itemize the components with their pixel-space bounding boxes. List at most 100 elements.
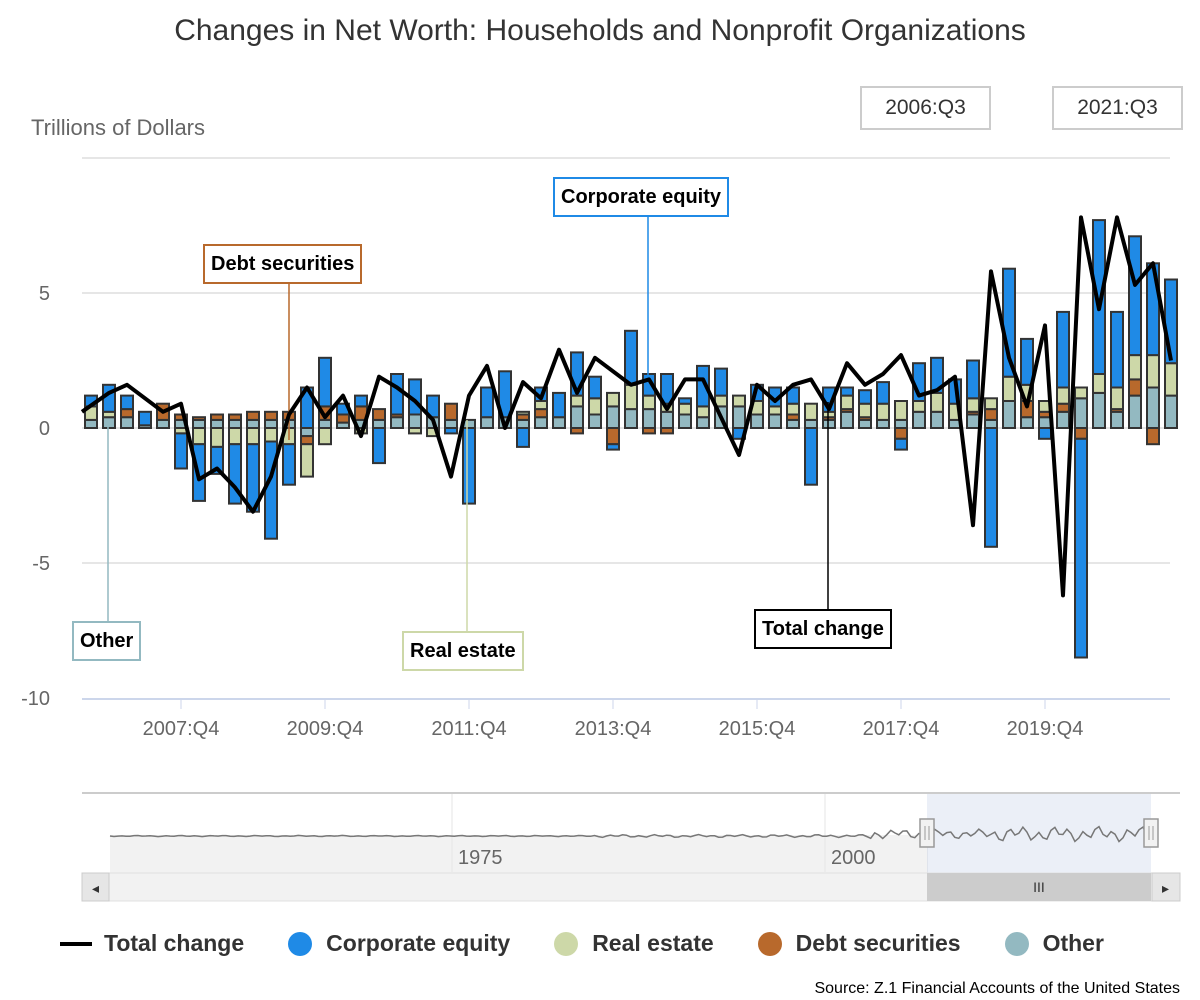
bar-segment-real-estate <box>516 410 530 416</box>
bar-segment-real-estate <box>786 402 800 416</box>
bar-segment-debt-securities <box>534 408 548 419</box>
annotation-real-estate: Real estate <box>402 631 524 671</box>
bar-stack <box>552 391 566 430</box>
bar-segment-other <box>390 416 404 430</box>
bar-segment-debt-securities <box>264 410 278 421</box>
bar-segment-other <box>966 413 980 429</box>
bar-segment-corporate-equity <box>354 394 368 408</box>
bar-segment-corporate-equity <box>786 386 800 405</box>
circle-swatch-icon <box>554 931 579 956</box>
navigator-scrollbar-thumb[interactable] <box>927 873 1151 901</box>
navigator-right-handle[interactable] <box>1143 818 1159 848</box>
bar-segment-debt-securities <box>1074 427 1088 440</box>
bar-segment-real-estate <box>1128 354 1142 381</box>
bar-segment-other <box>1020 416 1034 430</box>
bar-segment-other <box>1128 394 1142 430</box>
bar-segment-other <box>912 410 926 429</box>
bar-stack <box>138 410 152 429</box>
bar-segment-other <box>732 405 746 429</box>
bar-segment-real-estate <box>642 394 656 411</box>
bar-segment-other <box>876 418 890 429</box>
bar-segment-other <box>696 416 710 430</box>
bar-segment-debt-securities <box>894 427 908 440</box>
chevron-right-icon: ▸ <box>1162 880 1169 896</box>
bar-segment-corporate-equity <box>120 394 134 411</box>
legend-item-corporate-equity[interactable]: Corporate equity <box>288 930 510 957</box>
x-tick-label: 2019:Q4 <box>1007 718 1084 740</box>
bar-segment-corporate-equity <box>1074 437 1088 659</box>
bar-segment-real-estate <box>678 402 692 416</box>
bar-segment-corporate-equity <box>372 427 386 465</box>
legend-item-total-change[interactable]: Total change <box>60 930 244 957</box>
bar-stack <box>336 402 350 430</box>
bar-segment-other <box>678 413 692 429</box>
bar-segment-corporate-equity <box>1110 310 1124 389</box>
bar-segment-real-estate <box>624 383 638 411</box>
bar-segment-corporate-equity <box>1056 310 1070 389</box>
bar-segment-other <box>318 418 332 429</box>
bar-segment-real-estate <box>192 427 206 446</box>
bar-segment-real-estate <box>588 397 602 416</box>
bar-segment-real-estate <box>696 405 710 419</box>
scroll-right-button[interactable] <box>1151 872 1181 902</box>
bar-segment-corporate-equity <box>678 397 692 405</box>
y-axis-ticks: -10 -5 0 5 <box>21 283 50 710</box>
bar-stack <box>210 413 224 475</box>
navigator-left-handle[interactable] <box>919 818 935 848</box>
bar-stack <box>1128 235 1142 430</box>
bar-segment-other <box>192 418 206 429</box>
range-to-input[interactable]: 2021:Q3 <box>1052 86 1183 130</box>
annotation-total-change: Total change <box>754 609 892 649</box>
bar-segment-other <box>930 410 944 429</box>
range-from-input[interactable]: 2006:Q3 <box>860 86 991 130</box>
bar-stack <box>876 381 890 429</box>
legend-item-debt-securities[interactable]: Debt securities <box>757 930 961 957</box>
bar-segment-debt-securities <box>1128 378 1142 397</box>
bar-segment-other <box>1092 391 1106 429</box>
bar-segment-corporate-equity <box>390 373 404 416</box>
bar-segment-real-estate <box>1110 386 1124 411</box>
bar-segment-corporate-equity <box>930 356 944 394</box>
bar-segment-real-estate <box>300 443 314 478</box>
legend-label: Debt securities <box>795 930 961 956</box>
bar-segment-debt-securities <box>606 427 620 446</box>
bar-segment-debt-securities <box>336 413 350 424</box>
scroll-left-button[interactable] <box>81 872 110 902</box>
bar-segment-real-estate <box>732 394 746 408</box>
navigator-tick-label: 1975 <box>458 847 503 869</box>
legend-item-other[interactable]: Other <box>1004 930 1104 957</box>
navigator: 1975 2000 ◂ III ▸ <box>81 792 1181 902</box>
y-tick-label: -10 <box>21 688 50 710</box>
bar-segment-real-estate <box>804 402 818 421</box>
navigator-tick-label: 2000 <box>831 847 876 869</box>
bar-segment-other <box>210 418 224 429</box>
legend-item-real-estate[interactable]: Real estate <box>554 930 714 957</box>
bar-stack <box>480 386 494 430</box>
bar-segment-debt-securities <box>1146 427 1160 446</box>
bar-stack <box>174 413 188 470</box>
annotation-other: Other <box>72 621 142 661</box>
bar-segment-real-estate <box>318 427 332 446</box>
bar-segment-debt-securities <box>300 435 314 446</box>
bar-stack <box>696 364 710 430</box>
bar-segment-corporate-equity <box>282 443 296 486</box>
bar-segment-other <box>552 416 566 430</box>
bar-segment-corporate-equity <box>588 375 602 400</box>
x-tick-label: 2017:Q4 <box>863 718 940 740</box>
bar-segment-corporate-equity <box>1020 337 1034 386</box>
bar-stack <box>408 378 422 435</box>
x-axis: 2007:Q4 2009:Q4 2011:Q4 2013:Q4 2015:Q4 2017:… <box>82 698 1170 740</box>
legend: Total change Corporate equity Real estat… <box>60 930 1148 957</box>
bar-segment-other <box>246 418 260 429</box>
bar-segment-other <box>1146 386 1160 429</box>
bar-segment-other <box>84 418 98 429</box>
bar-segment-real-estate <box>840 394 854 411</box>
bar-segment-other <box>1038 416 1052 430</box>
bar-segment-corporate-equity <box>210 445 224 475</box>
bar-segment-other <box>534 416 548 430</box>
bar-segment-real-estate <box>1056 386 1070 405</box>
bar-stack <box>1074 386 1088 659</box>
bar-segment-corporate-equity <box>516 427 530 448</box>
bar-stack <box>516 410 530 448</box>
bar-stack <box>984 397 998 548</box>
